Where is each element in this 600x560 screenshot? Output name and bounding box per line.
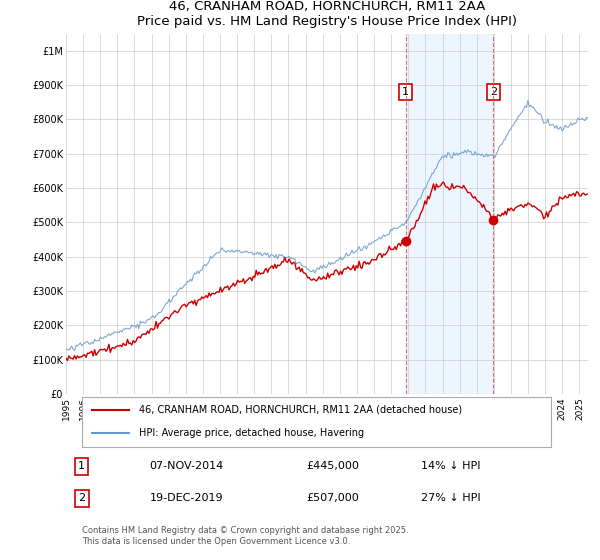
Text: £445,000: £445,000: [306, 461, 359, 472]
Text: 1: 1: [402, 87, 409, 97]
Text: 2: 2: [490, 87, 497, 97]
Text: £507,000: £507,000: [306, 493, 359, 503]
Text: 46, CRANHAM ROAD, HORNCHURCH, RM11 2AA (detached house): 46, CRANHAM ROAD, HORNCHURCH, RM11 2AA (…: [139, 405, 462, 415]
Text: 1: 1: [78, 461, 85, 472]
Bar: [406, 34, 493, 394]
Text: 27% ↓ HPI: 27% ↓ HPI: [421, 493, 481, 503]
Text: 07-NOV-2014: 07-NOV-2014: [149, 461, 224, 472]
Text: 2: 2: [78, 493, 85, 503]
Text: Contains HM Land Registry data © Crown copyright and database right 2025.
This d: Contains HM Land Registry data © Crown c…: [82, 526, 408, 546]
Text: 14% ↓ HPI: 14% ↓ HPI: [421, 461, 481, 472]
Title: 46, CRANHAM ROAD, HORNCHURCH, RM11 2AA
Price paid vs. HM Land Registry's House P: 46, CRANHAM ROAD, HORNCHURCH, RM11 2AA P…: [137, 0, 517, 28]
Text: 19-DEC-2019: 19-DEC-2019: [149, 493, 223, 503]
Text: HPI: Average price, detached house, Havering: HPI: Average price, detached house, Have…: [139, 428, 364, 438]
FancyBboxPatch shape: [82, 397, 551, 447]
